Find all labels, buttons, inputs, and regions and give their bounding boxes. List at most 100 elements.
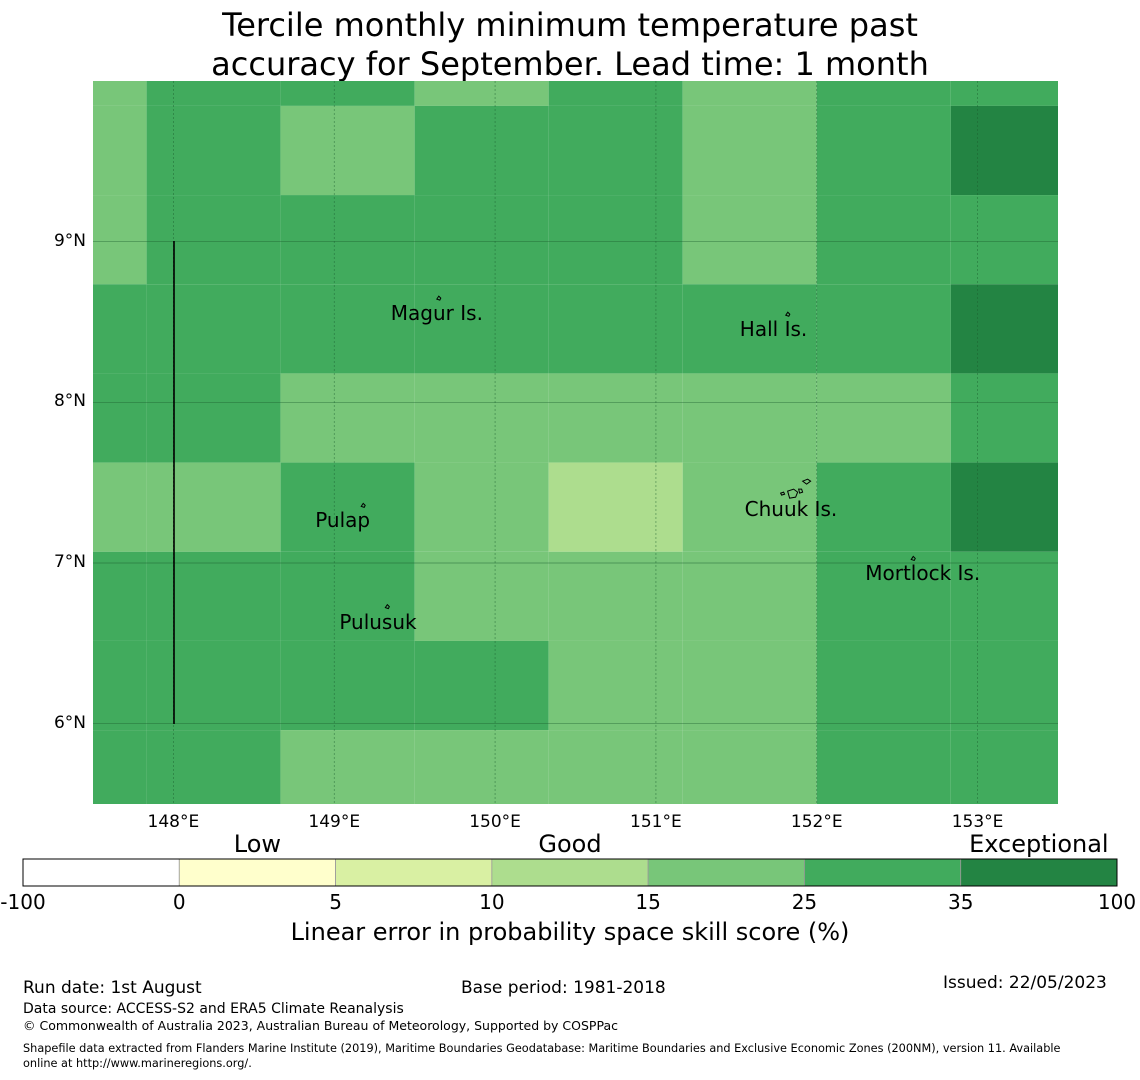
- grid-cell: [414, 195, 549, 285]
- base-period: Base period: 1981-2018: [461, 978, 666, 998]
- island-label: Magur Is.: [390, 301, 483, 326]
- grid-cell: [93, 730, 147, 804]
- grid-cell: [950, 462, 1058, 552]
- grid-cell: [682, 284, 817, 374]
- colorbar-bin: [960, 858, 1118, 887]
- grid-cell: [146, 105, 281, 196]
- latitude-tick-label: 8°N: [53, 391, 86, 412]
- grid-cell: [816, 640, 951, 731]
- grid-cell: [93, 195, 147, 285]
- shapefile-credit-1: Shapefile data extracted from Flanders M…: [23, 1042, 1061, 1055]
- longitude-tick-label: 152°E: [790, 812, 843, 832]
- colorbar-bin: [335, 858, 493, 887]
- grid-cell: [280, 81, 415, 106]
- latitude-tick-label: 6°N: [53, 712, 86, 733]
- colorbar-bin: [22, 858, 180, 887]
- grid-cell: [682, 730, 817, 804]
- grid-cell: [548, 195, 683, 285]
- grid-cell: [950, 195, 1058, 285]
- grid-cell: [414, 640, 549, 731]
- colorbar-label: Linear error in probability space skill …: [290, 918, 850, 946]
- grid-cell: [146, 373, 281, 463]
- grid-cell: [414, 462, 549, 552]
- grid-cell: [816, 105, 951, 196]
- grid-cell: [414, 373, 549, 463]
- run-date: Run date: 1st August: [23, 978, 202, 998]
- skill-category-label: Exceptional: [969, 830, 1109, 858]
- grid-cell: [950, 373, 1058, 463]
- grid-cell: [414, 551, 549, 641]
- grid-cell: [93, 105, 147, 196]
- grid-cell: [280, 105, 415, 196]
- grid-cell: [414, 105, 549, 196]
- longitude-tick-label: 153°E: [951, 812, 1004, 832]
- grid-cell: [93, 551, 147, 641]
- grid-cell: [146, 462, 281, 552]
- grid-cell: [548, 105, 683, 196]
- colorbar-bin: [647, 858, 805, 887]
- grid-cell: [146, 195, 281, 285]
- grid-cell: [548, 373, 683, 463]
- grid-cell: [414, 81, 549, 106]
- grid-cell: [682, 640, 817, 731]
- grid-cell: [146, 81, 281, 106]
- grid-cell: [280, 462, 415, 552]
- grid-cell: [950, 730, 1058, 804]
- colorbar-tick-label: 10: [479, 890, 505, 914]
- data-source: Data source: ACCESS-S2 and ERA5 Climate …: [23, 1001, 404, 1017]
- grid-cell: [93, 462, 147, 552]
- island-label: Chuuk Is.: [744, 497, 838, 522]
- grid-cell: [548, 730, 683, 804]
- longitude-tick-label: 148°E: [147, 812, 200, 832]
- grid-cell: [548, 551, 683, 641]
- grid-cell: [950, 284, 1058, 374]
- island-outline: [384, 603, 390, 610]
- island-label: Mortlock Is.: [865, 561, 981, 586]
- island-label: Pulap: [315, 508, 371, 533]
- grid-cell: [548, 81, 683, 106]
- grid-cell: [950, 81, 1058, 106]
- grid-cell: [280, 640, 415, 731]
- grid-cell: [548, 462, 683, 552]
- colorbar-bin: [178, 858, 336, 887]
- grid-cell: [414, 730, 549, 804]
- island-outline: [436, 295, 442, 301]
- colorbar-bin: [491, 858, 649, 887]
- latitude-tick-label: 7°N: [53, 552, 86, 572]
- grid-cell: [950, 105, 1058, 196]
- longitude-tick-label: 149°E: [308, 812, 361, 832]
- grid-cell: [548, 640, 683, 731]
- island-outline: [910, 555, 916, 562]
- issued-date: Issued: 22/05/2023: [943, 973, 1107, 993]
- grid-cell: [682, 373, 817, 463]
- grid-cell: [280, 730, 415, 804]
- colorbar-tick-label: 35: [947, 890, 974, 914]
- colorbar-tick-label: 5: [329, 890, 342, 914]
- grid-cell: [280, 284, 415, 374]
- grid-cell: [816, 373, 951, 463]
- grid-cell: [93, 373, 147, 463]
- grid-cell: [414, 284, 549, 374]
- grid-cell: [146, 284, 281, 374]
- grid-cell: [280, 551, 415, 641]
- grid-cell: [548, 284, 683, 374]
- skill-category-label: Good: [538, 830, 602, 858]
- colorbar-tick-label: 100: [1097, 890, 1137, 914]
- colorbar-tick-label: -100: [0, 890, 46, 914]
- grid-cell: [816, 551, 951, 641]
- grid-cell: [93, 284, 147, 374]
- grid-cell: [146, 551, 281, 641]
- grid-cell: [950, 640, 1058, 731]
- longitude-tick-label: 151°E: [630, 812, 682, 832]
- grid-cells: [93, 81, 1058, 804]
- grid-cell: [816, 730, 951, 804]
- grid-cell: [682, 462, 817, 552]
- colorbar-tick-label: 25: [791, 890, 818, 914]
- grid-cell: [280, 373, 415, 463]
- copyright: © Commonwealth of Australia 2023, Austra…: [23, 1018, 618, 1033]
- grid-cell: [816, 81, 951, 106]
- colorbar-tick-label: 0: [172, 890, 186, 914]
- grid-cell: [93, 81, 147, 106]
- grid-cell: [816, 284, 951, 374]
